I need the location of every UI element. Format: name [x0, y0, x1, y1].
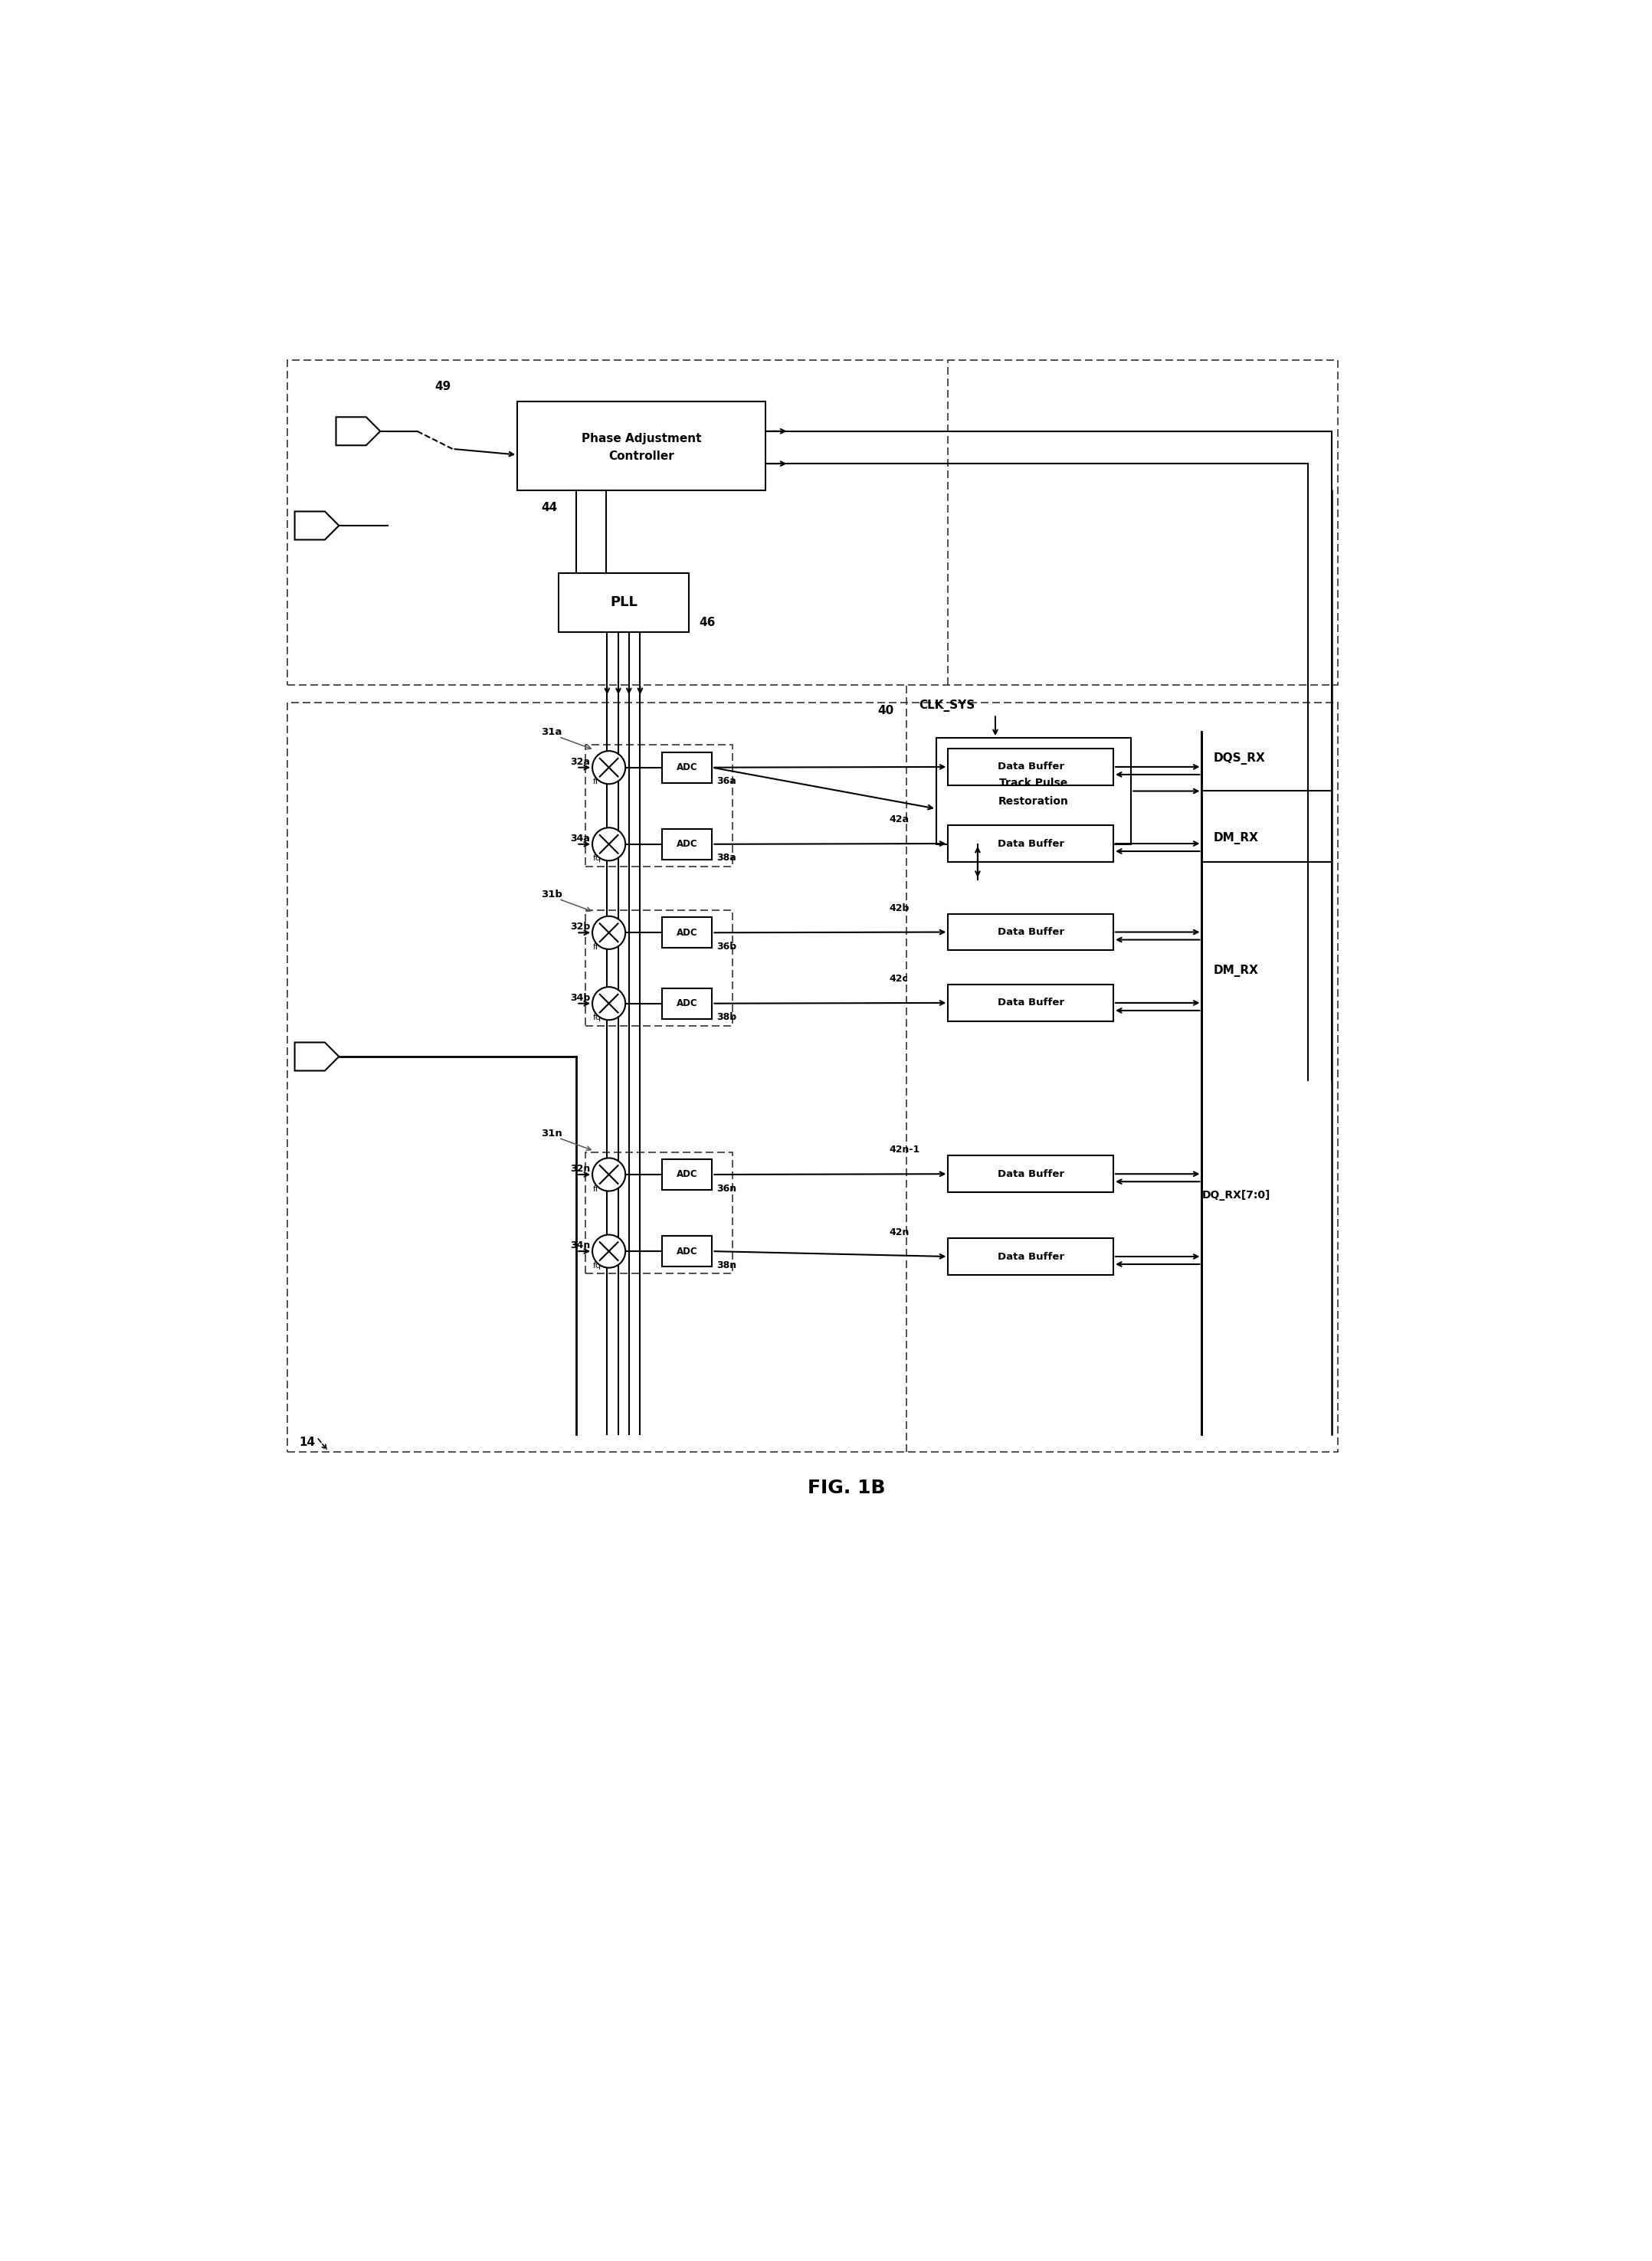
Text: PLL: PLL [610, 595, 638, 608]
Text: Data Buffer: Data Buffer [998, 762, 1064, 771]
Text: Data Buffer: Data Buffer [998, 927, 1064, 936]
Text: 14: 14 [299, 1436, 316, 1449]
Text: Track Pulse: Track Pulse [999, 778, 1067, 789]
Text: 42n: 42n [889, 1228, 909, 1237]
FancyBboxPatch shape [558, 572, 689, 631]
Circle shape [593, 916, 626, 950]
Text: 34a: 34a [570, 834, 590, 843]
FancyBboxPatch shape [662, 988, 712, 1020]
FancyBboxPatch shape [662, 1237, 712, 1266]
Text: fi: fi [593, 1185, 598, 1192]
Text: ADC: ADC [676, 1169, 697, 1180]
Text: fq: fq [593, 1013, 601, 1022]
Text: 36n: 36n [717, 1183, 737, 1194]
Text: 40: 40 [877, 705, 894, 717]
Text: CC: CC [306, 1051, 324, 1063]
Text: fq: fq [593, 855, 601, 861]
Text: 31b: 31b [540, 889, 562, 900]
FancyBboxPatch shape [948, 748, 1113, 785]
Text: Restoration: Restoration [998, 796, 1069, 807]
Text: Controller: Controller [608, 450, 674, 461]
Text: AA: AA [347, 425, 365, 436]
Text: 42n-1: 42n-1 [889, 1144, 920, 1155]
Circle shape [593, 1235, 626, 1268]
FancyBboxPatch shape [948, 825, 1113, 861]
Text: 44: 44 [542, 502, 557, 513]
FancyBboxPatch shape [517, 402, 765, 491]
FancyBboxPatch shape [662, 753, 712, 782]
Text: Phase Adjustment: Phase Adjustment [582, 432, 702, 443]
FancyBboxPatch shape [937, 737, 1132, 843]
Text: 42c: 42c [889, 974, 909, 984]
Text: 36a: 36a [717, 776, 737, 787]
Circle shape [593, 988, 626, 1020]
Text: 32n: 32n [570, 1164, 591, 1173]
Text: BB: BB [306, 520, 324, 531]
Text: ADC: ADC [676, 762, 697, 773]
Text: 38b: 38b [717, 1013, 737, 1022]
FancyBboxPatch shape [948, 984, 1113, 1022]
Text: 36b: 36b [717, 941, 737, 952]
Text: ADC: ADC [676, 1246, 697, 1257]
Text: 31a: 31a [540, 728, 562, 737]
FancyBboxPatch shape [662, 830, 712, 859]
Polygon shape [294, 511, 339, 540]
Text: ADC: ADC [676, 927, 697, 938]
Text: 42b: 42b [889, 902, 909, 913]
Text: 38a: 38a [717, 852, 737, 864]
Text: DM_RX: DM_RX [1214, 832, 1259, 843]
Text: 32a: 32a [570, 757, 590, 766]
Text: DQ_RX[7:0]: DQ_RX[7:0] [1203, 1189, 1270, 1201]
Text: 42a: 42a [889, 814, 909, 825]
Text: Data Buffer: Data Buffer [998, 1169, 1064, 1178]
Text: CLK_SYS: CLK_SYS [919, 699, 975, 712]
Text: 31n: 31n [540, 1128, 562, 1140]
Text: fi: fi [593, 943, 598, 950]
Text: Data Buffer: Data Buffer [998, 997, 1064, 1008]
FancyBboxPatch shape [948, 913, 1113, 950]
FancyBboxPatch shape [948, 1155, 1113, 1192]
Circle shape [593, 751, 626, 785]
Text: ADC: ADC [676, 999, 697, 1008]
Circle shape [593, 1158, 626, 1192]
Polygon shape [294, 1042, 339, 1072]
Text: 38n: 38n [717, 1259, 737, 1271]
Text: DQS_RX: DQS_RX [1214, 753, 1265, 764]
FancyBboxPatch shape [662, 1160, 712, 1189]
Text: FIG. 1B: FIG. 1B [808, 1479, 885, 1497]
Polygon shape [335, 416, 380, 445]
Text: 34n: 34n [570, 1241, 591, 1250]
Text: Data Buffer: Data Buffer [998, 1253, 1064, 1262]
Text: 32b: 32b [570, 922, 591, 932]
FancyBboxPatch shape [948, 1239, 1113, 1275]
Circle shape [593, 828, 626, 861]
Text: fi: fi [593, 778, 598, 785]
Text: DM_RX: DM_RX [1214, 965, 1259, 977]
Text: 49: 49 [434, 380, 451, 391]
Text: Data Buffer: Data Buffer [998, 839, 1064, 848]
Text: fq: fq [593, 1262, 601, 1268]
Text: ADC: ADC [676, 839, 697, 850]
Text: 34b: 34b [570, 993, 591, 1004]
Text: 46: 46 [699, 617, 715, 629]
FancyBboxPatch shape [662, 918, 712, 947]
